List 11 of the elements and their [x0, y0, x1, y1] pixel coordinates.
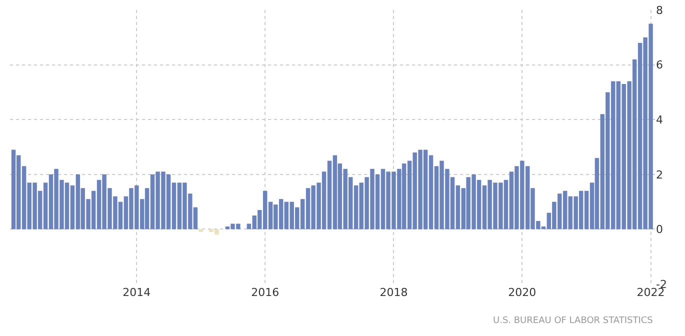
x-tick-label: 2018: [380, 286, 408, 299]
bar: [198, 229, 204, 232]
text: U.S. BUREAU OF LABOR STATISTICS: [493, 316, 654, 326]
y-tick-label: 6: [656, 58, 663, 72]
x-tick-label: 2016: [251, 286, 280, 299]
y-tick-label: 2: [656, 168, 663, 182]
x-tick-label: 2014: [122, 286, 151, 299]
y-tick-label: 8: [656, 4, 663, 17]
y-tick-label: 4: [656, 113, 663, 126]
y-tick-label: 0: [656, 223, 663, 236]
x-tick-label: 2020: [508, 286, 536, 299]
